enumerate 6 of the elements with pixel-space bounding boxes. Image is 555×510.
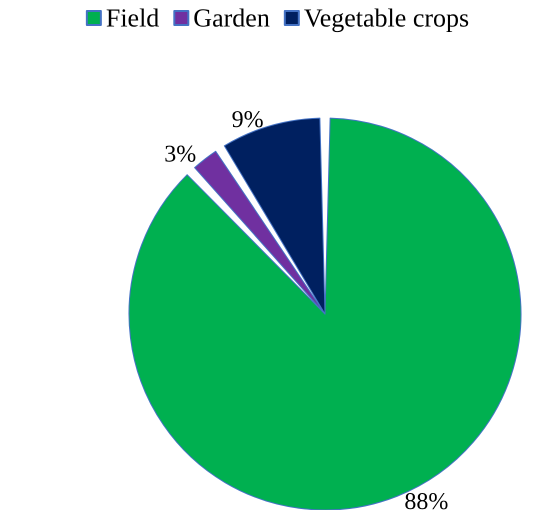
- data-label: 9%: [232, 107, 264, 134]
- legend-label: Garden: [193, 4, 270, 32]
- data-label: 88%: [404, 488, 448, 510]
- data-label: 3%: [164, 141, 196, 168]
- legend-label: Vegetable crops: [304, 4, 470, 32]
- legend-label: Field: [106, 4, 160, 32]
